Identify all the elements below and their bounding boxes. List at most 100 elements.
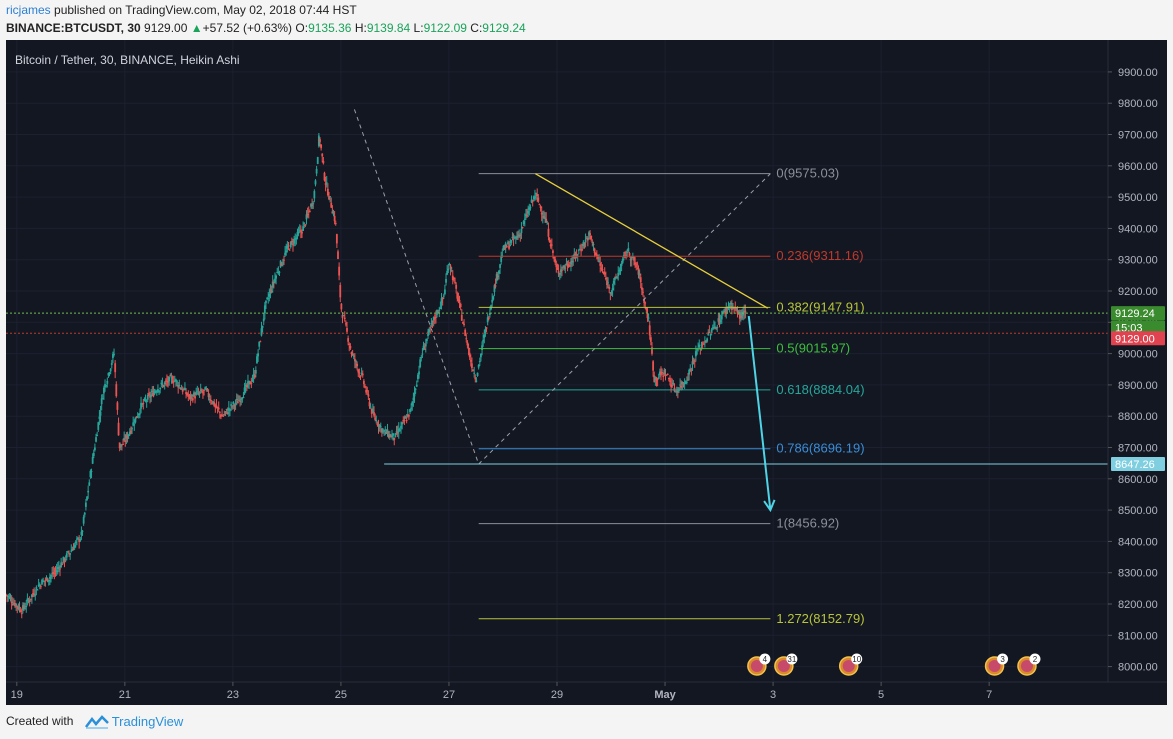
candle-body — [468, 352, 471, 358]
candle-body — [297, 231, 300, 234]
candle-body — [666, 373, 669, 375]
candle-body — [128, 431, 131, 435]
candle-body — [663, 369, 666, 374]
tradingview-logo-icon[interactable] — [84, 714, 109, 729]
candle-body — [607, 282, 609, 284]
candle-body — [238, 399, 240, 401]
candle-body — [496, 275, 499, 278]
high-value: 9139.84 — [366, 21, 411, 35]
candle-body — [89, 471, 92, 478]
chart-svg[interactable]: 0(9575.03) 0.236(9311.16) 0.382(9147.91) 0.… — [6, 40, 1167, 705]
low-value: 9122.09 — [423, 21, 467, 35]
candle-body — [123, 437, 126, 441]
price-axis-label: 8400.00 — [1118, 536, 1158, 548]
candle-body — [734, 307, 737, 310]
candle-body — [426, 338, 428, 341]
candle-body — [534, 196, 536, 198]
candle-body — [263, 305, 266, 314]
candle-body — [17, 606, 20, 609]
candle-body — [545, 218, 548, 223]
candle-body — [303, 222, 306, 224]
candle-body — [586, 238, 589, 241]
tradingview-link[interactable]: TradingView — [111, 714, 184, 730]
candle-body — [724, 310, 727, 314]
candle-body — [382, 429, 384, 431]
candle-body — [432, 317, 435, 321]
candle-body — [653, 375, 656, 383]
candle-body — [379, 426, 382, 428]
candle-body — [91, 457, 94, 464]
candle-body — [471, 363, 473, 369]
candle-body — [122, 443, 124, 445]
event-count-label: 31 — [787, 655, 796, 664]
candle-body — [159, 387, 162, 390]
candle-body — [648, 325, 651, 336]
candle-body — [398, 430, 401, 432]
candles — [6, 132, 747, 619]
candle-body — [423, 348, 426, 350]
time-axis-label: 25 — [335, 689, 347, 701]
candle-body — [640, 287, 643, 290]
candle-body — [254, 370, 257, 374]
candle-body — [500, 256, 503, 262]
candle-body — [30, 594, 33, 598]
candle-body — [200, 391, 203, 393]
fib-level-label: 1(8456.92) — [776, 516, 839, 531]
change-value: +57.52 (+0.63%) — [202, 21, 293, 35]
candle-body — [76, 538, 78, 540]
fib-level-label: 0.5(9015.97) — [776, 341, 850, 356]
candle-body — [520, 228, 523, 234]
chart-area[interactable]: 0(9575.03) 0.236(9311.16) 0.382(9147.91) 0.… — [6, 40, 1167, 705]
candle-body — [158, 390, 160, 392]
candle-body — [504, 243, 507, 249]
candle-body — [105, 385, 108, 387]
candle-body — [440, 298, 443, 303]
candle-body — [305, 214, 308, 220]
candle-body — [645, 307, 648, 311]
candle-body — [681, 381, 684, 385]
time-axis-label: 23 — [227, 689, 239, 701]
candle-body — [597, 255, 599, 259]
price-axis-label: 8300.00 — [1118, 568, 1158, 580]
candle-body — [401, 422, 404, 425]
candle-body — [21, 605, 24, 611]
candle-body — [489, 312, 491, 315]
price-axis-label: 9500.00 — [1118, 192, 1158, 204]
candle-body — [526, 215, 528, 217]
candle-body — [536, 194, 539, 197]
candle-body — [696, 352, 698, 354]
candle-body — [473, 372, 476, 374]
candle-body — [516, 236, 518, 238]
candle-body — [656, 378, 659, 380]
candle-body — [218, 411, 221, 413]
candle-body — [402, 420, 405, 422]
candle-body — [406, 414, 409, 417]
candle-body — [155, 391, 158, 393]
candle-body — [522, 220, 525, 224]
candle-body — [32, 593, 34, 595]
candle-body — [100, 398, 103, 405]
price-axis-panel — [1108, 40, 1167, 705]
candle-body — [39, 586, 42, 588]
candle-body — [415, 384, 418, 387]
candle-body — [350, 352, 353, 355]
candle-body — [728, 305, 731, 307]
candle-body — [409, 409, 411, 412]
candle-body — [737, 311, 740, 313]
candle-body — [109, 368, 112, 372]
candle-body — [20, 613, 23, 615]
candle-body — [163, 382, 166, 385]
candle-body — [194, 396, 196, 399]
event-count-badge — [997, 653, 1009, 665]
candle-body — [682, 382, 685, 384]
candle-body — [313, 191, 316, 199]
candle-body — [34, 594, 37, 596]
candle-body — [274, 278, 276, 282]
candle-body — [510, 239, 513, 243]
candle-body — [50, 575, 52, 577]
price-tag-label: 9129.24 — [1115, 308, 1155, 320]
candle-body — [339, 285, 342, 298]
candle-body — [564, 267, 567, 269]
author-link[interactable]: ricjames — [6, 3, 51, 17]
candle-body — [389, 435, 392, 438]
